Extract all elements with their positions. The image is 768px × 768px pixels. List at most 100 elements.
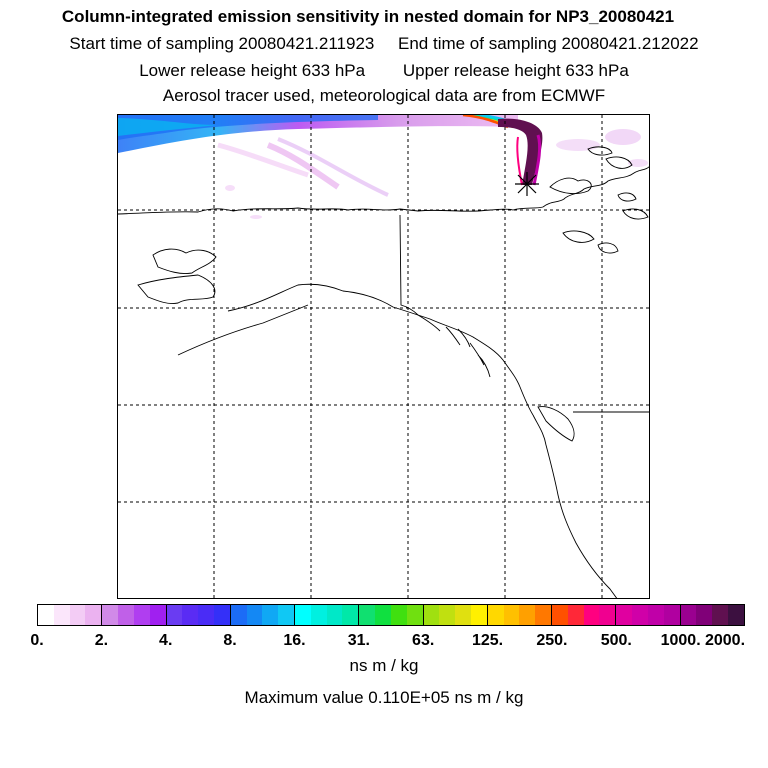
colorbar-cell xyxy=(567,605,584,625)
colorbar-tick: 1000. xyxy=(660,632,701,649)
colorbar-tick: 31. xyxy=(347,632,370,649)
plume-streak xyxy=(277,137,389,197)
island xyxy=(605,156,633,169)
colorbar-cell xyxy=(439,605,456,625)
colorbar-tick: 16. xyxy=(283,632,306,649)
colorbar-cell xyxy=(632,605,648,625)
release-heights: Lower release height 633 hPa Upper relea… xyxy=(0,61,768,81)
colorbar-cell xyxy=(503,605,520,625)
colorbar-tick: 4. xyxy=(159,632,173,649)
colorbar-cell xyxy=(390,605,407,625)
colorbar-cell xyxy=(647,605,664,625)
pacific-coast xyxy=(532,414,618,598)
colorbar-cell xyxy=(310,605,327,625)
colorbar-cell xyxy=(696,605,713,625)
colorbar-cell xyxy=(229,605,247,625)
faint-patch xyxy=(605,129,641,145)
colorbar-cell xyxy=(615,605,633,625)
colorbar-cell xyxy=(53,605,70,625)
aleutian-chain xyxy=(227,283,534,416)
colorbar-cell xyxy=(69,605,86,625)
colorbar-tick: 250. xyxy=(536,632,568,649)
lower-release-height: Lower release height 633 hPa xyxy=(139,61,366,80)
colorbar-tick: 8. xyxy=(223,632,237,649)
plume-streak xyxy=(217,142,309,178)
colorbar-cell xyxy=(182,605,199,625)
colorbar-tick: 2000. xyxy=(704,632,746,649)
alaska-north-coast xyxy=(118,206,544,215)
colorbar-cell xyxy=(455,605,471,625)
arctic-islands xyxy=(542,166,649,208)
plot-title: Column-integrated emission sensitivity i… xyxy=(61,7,675,26)
faint-patch xyxy=(225,185,235,191)
island xyxy=(549,177,592,195)
island xyxy=(622,208,649,220)
colorbar-cell xyxy=(599,605,616,625)
upper-release-height: Upper release height 633 hPa xyxy=(402,61,629,80)
colorbar-cell xyxy=(85,605,102,625)
colorbar-cell xyxy=(118,605,134,625)
colorbar-cell xyxy=(583,605,600,625)
colorbar-cell xyxy=(149,605,166,625)
colorbar-cell xyxy=(133,605,150,625)
peninsula xyxy=(177,304,309,356)
inside-passage xyxy=(417,314,491,378)
colorbar-cell xyxy=(551,605,568,625)
colorbar-tick: 63. xyxy=(412,632,435,649)
plume-highlight xyxy=(118,118,218,136)
colorbar-cell xyxy=(278,605,294,625)
colorbar-cell xyxy=(326,605,343,625)
vancouver-island xyxy=(537,406,575,442)
alaska-west-coast xyxy=(152,248,217,274)
colorbar-cell xyxy=(38,605,54,625)
colorbar-cell xyxy=(406,605,423,625)
tracer-info: Aerosol tracer used, meteorological data… xyxy=(162,86,606,105)
plume-hook xyxy=(498,118,543,185)
plume-core xyxy=(118,115,378,140)
start-time: Start time of sampling 20080421.211923 xyxy=(69,34,375,53)
faint-patch xyxy=(250,215,262,219)
sampling-times: Start time of sampling 20080421.211923 E… xyxy=(0,34,768,54)
colorbar-cell xyxy=(294,605,311,625)
colorbar-cell xyxy=(679,605,697,625)
coastlines xyxy=(118,146,649,598)
colorbar-cell xyxy=(519,605,536,625)
borders xyxy=(399,214,649,413)
island xyxy=(597,242,619,254)
colorbar-cell xyxy=(101,605,119,625)
colorbar-cell xyxy=(198,605,214,625)
asterisk-icon xyxy=(515,172,539,196)
graticule xyxy=(118,115,649,598)
colorbar-cell xyxy=(535,605,551,625)
colorbar xyxy=(37,604,745,626)
colorbar-cell xyxy=(727,605,744,625)
colorbar-cell xyxy=(422,605,440,625)
colorbar-cell xyxy=(165,605,183,625)
faint-patch xyxy=(556,139,600,151)
colorbar-cell xyxy=(470,605,487,625)
island xyxy=(562,230,595,243)
map-panel xyxy=(117,114,650,599)
colorbar-cell xyxy=(712,605,728,625)
plume-streak xyxy=(266,142,340,190)
colorbar-cell xyxy=(375,605,391,625)
end-time: End time of sampling 20080421.212022 xyxy=(398,34,699,53)
colorbar-cell xyxy=(663,605,680,625)
colorbar-tick: 0. xyxy=(30,632,44,649)
sensitivity-field xyxy=(118,115,648,219)
faint-patch xyxy=(628,159,648,167)
colorbar-cell xyxy=(358,605,376,625)
colorbar-cell xyxy=(213,605,230,625)
colorbar-tick: 500. xyxy=(600,632,632,649)
colorbar-tick: 2. xyxy=(94,632,109,649)
colorbar-unit: ns m / kg xyxy=(349,656,419,675)
alaska-southwest xyxy=(137,274,216,304)
alaska-canada-border xyxy=(399,214,419,316)
maximum-value: Maximum value 0.110E+05 ns m / kg xyxy=(244,688,524,707)
island xyxy=(617,192,637,202)
colorbar-cell xyxy=(262,605,279,625)
island xyxy=(587,146,613,156)
colorbar-tick: 125. xyxy=(471,632,504,649)
colorbar-cell xyxy=(486,605,504,625)
colorbar-cell xyxy=(246,605,263,625)
